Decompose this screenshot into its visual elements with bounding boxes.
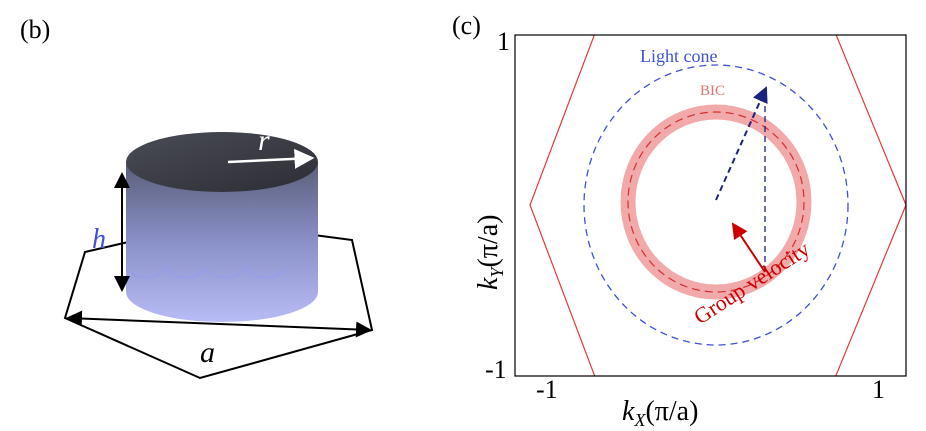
lattice-label: a xyxy=(200,336,215,369)
panel-label: (b) xyxy=(20,15,50,44)
radius-arrow xyxy=(227,148,315,169)
brillouin-zone xyxy=(529,35,596,376)
lattice-arrow xyxy=(66,310,372,338)
y-tick-label: 1 xyxy=(497,27,510,56)
x-tick-label: 1 xyxy=(872,375,885,404)
radius-label: r xyxy=(258,124,270,157)
light-cone-label: Light cone xyxy=(640,46,717,66)
y-tick-label: -1 xyxy=(485,355,507,384)
x-tick-label: -1 xyxy=(536,375,558,404)
plot xyxy=(529,35,906,376)
hexagon xyxy=(63,220,374,380)
panel-c: (c) Light cone BIC Group velocity 1 -1 -… xyxy=(452,11,907,430)
reflection xyxy=(125,267,287,279)
y-axis-label: kY(π/a) xyxy=(473,215,507,290)
x-axis-label: kX(π/a) xyxy=(622,396,698,430)
panel-label: (c) xyxy=(452,11,481,40)
brillouin-zone xyxy=(835,35,906,376)
cylinder-top xyxy=(126,132,318,192)
panel-b: (b) r h a xyxy=(20,15,374,380)
bic-line xyxy=(627,111,805,293)
bic-label: BIC xyxy=(700,83,725,99)
height-label: h xyxy=(92,224,106,255)
light-cone xyxy=(583,64,849,346)
wave-vector xyxy=(715,86,768,201)
cylinder-body xyxy=(126,162,318,322)
group-velocity-arrow xyxy=(731,222,766,273)
plot-frame xyxy=(514,34,907,377)
